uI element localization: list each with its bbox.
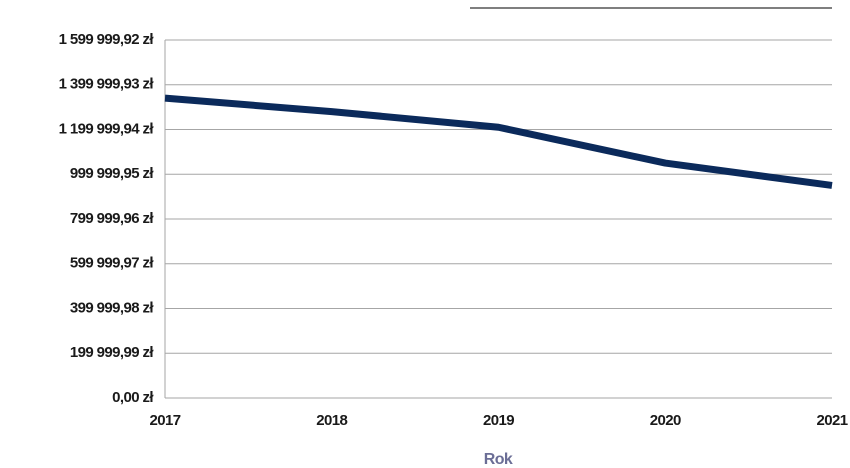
y-tick-label: 399 999,98 zł: [70, 299, 155, 316]
y-tick-label: 799 999,96 zł: [70, 210, 155, 227]
y-tick-label: 999 999,95 zł: [70, 165, 155, 182]
y-tick-label: 1 599 999,92 zł: [59, 31, 155, 48]
y-tick-label: 599 999,97 zł: [70, 255, 155, 272]
x-axis-label: Rok: [484, 451, 513, 468]
x-tick-label: 2018: [316, 412, 347, 429]
y-tick-label: 1 399 999,93 zł: [59, 76, 155, 93]
y-tick-label: 199 999,99 zł: [70, 344, 155, 361]
y-tick-label: 1 199 999,94 zł: [59, 120, 155, 137]
y-tick-label: 0,00 zł: [112, 389, 154, 406]
x-tick-label: 2017: [150, 412, 181, 429]
x-tick-label: 2021: [817, 412, 848, 429]
x-tick-label: 2020: [650, 412, 681, 429]
data-line: [164, 94, 833, 189]
x-tick-label: 2019: [483, 412, 514, 429]
